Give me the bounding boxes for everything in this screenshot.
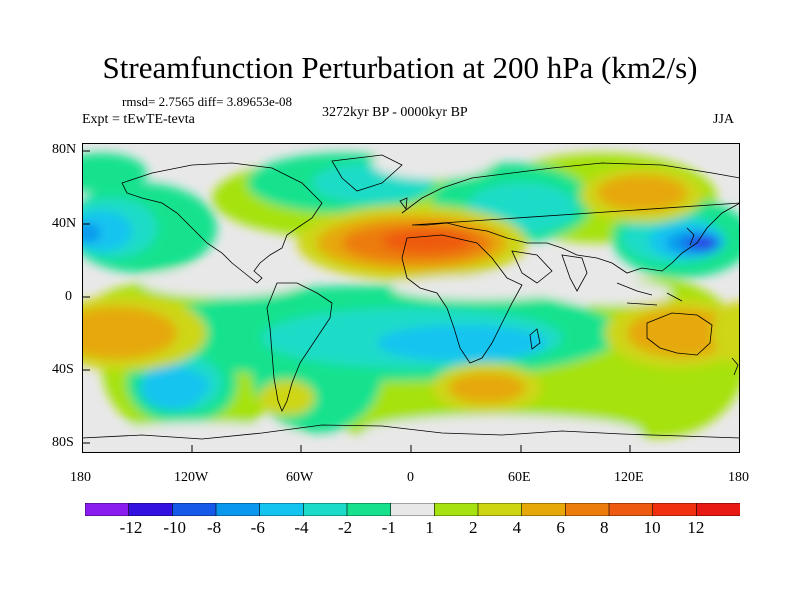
colorbar-swatch bbox=[215, 503, 261, 516]
colorbar-label: -10 bbox=[163, 518, 186, 537]
axis-ticks bbox=[82, 150, 740, 453]
colorbar-swatch bbox=[608, 503, 654, 516]
coastlines bbox=[82, 154, 740, 440]
colorbar-label: 8 bbox=[600, 518, 609, 537]
colorbar-label: -1 bbox=[381, 518, 396, 537]
colorbar-label: 12 bbox=[687, 518, 705, 537]
colorbar-swatch bbox=[172, 503, 217, 516]
colorbar-swatch bbox=[565, 503, 610, 516]
period-label: 3272kyr BP - 0000kyr BP bbox=[322, 105, 468, 120]
colorbar-swatch bbox=[128, 503, 174, 516]
colorbar-label: -4 bbox=[294, 518, 309, 537]
x-tick-label: 120W bbox=[174, 470, 209, 485]
stats-label: rmsd= 2.7565 diff= 3.89653e-08 bbox=[122, 94, 293, 109]
y-tick-label: 80N bbox=[52, 142, 77, 157]
colorbar-swatch bbox=[521, 503, 567, 516]
colorbar-swatch bbox=[477, 503, 523, 516]
y-tick-label: 80S bbox=[52, 435, 74, 450]
colorbar-swatch bbox=[85, 503, 130, 516]
colorbar-label: -12 bbox=[119, 518, 143, 537]
colorbar-swatch bbox=[390, 503, 436, 516]
experiment-label: Expt = tEwTE-tevta bbox=[82, 112, 195, 127]
x-tick-label: 180 bbox=[728, 470, 749, 485]
x-tick-label: 120E bbox=[614, 470, 644, 485]
y-tick-label: 40N bbox=[52, 216, 77, 231]
colorbar-swatch bbox=[259, 503, 305, 516]
y-tick-label: 0 bbox=[65, 289, 72, 304]
map-plot bbox=[82, 143, 740, 453]
colorbar-label: 6 bbox=[556, 518, 565, 537]
colorbar-label: 4 bbox=[512, 518, 522, 537]
colorbar-label: 2 bbox=[469, 518, 478, 537]
colorbar-swatch bbox=[434, 503, 479, 516]
x-tick-label: 0 bbox=[407, 470, 414, 485]
x-tick-label: 60W bbox=[286, 470, 314, 485]
map-title: Streamfunction Perturbation at 200 hPa (… bbox=[102, 50, 698, 85]
colorbar-label: -6 bbox=[250, 518, 265, 537]
x-tick-label: 180 bbox=[70, 470, 91, 485]
colorbar-swatch bbox=[696, 503, 740, 516]
colorbar-label: 10 bbox=[643, 518, 661, 537]
x-tick-label: 60E bbox=[508, 470, 531, 485]
colorbar-swatch bbox=[346, 503, 392, 516]
season-label: JJA bbox=[713, 112, 735, 127]
colorbar-swatch bbox=[652, 503, 698, 516]
colorbar-label: -2 bbox=[338, 518, 353, 537]
colorbar bbox=[85, 503, 740, 516]
colorbar-label: 1 bbox=[425, 518, 434, 537]
y-tick-label: 40S bbox=[52, 362, 74, 377]
colorbar-swatch bbox=[303, 503, 348, 516]
colorbar-label: -8 bbox=[207, 518, 222, 537]
contour-fields bbox=[82, 147, 740, 453]
